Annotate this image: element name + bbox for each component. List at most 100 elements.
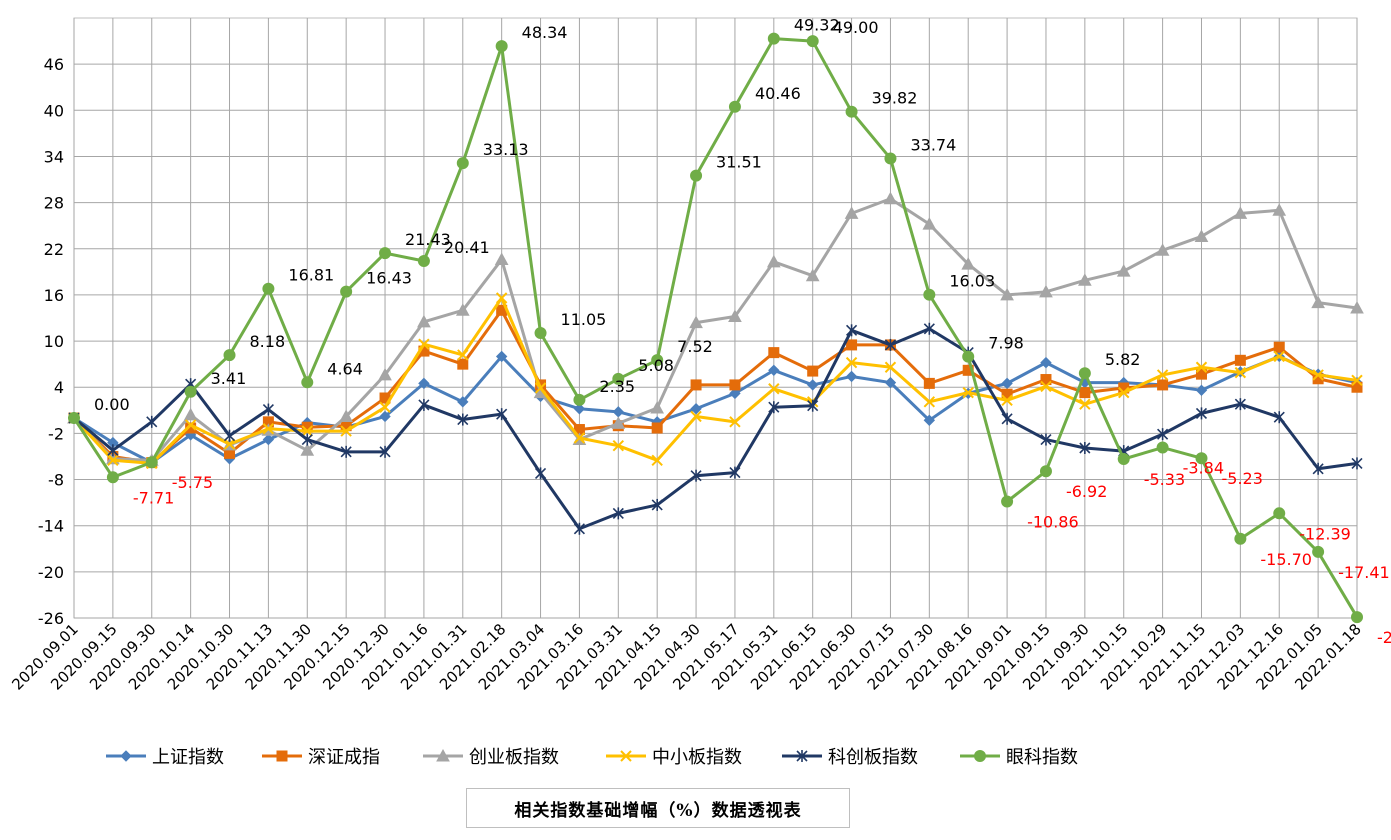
y-tick-label: 4 <box>54 378 64 397</box>
series-point <box>106 471 119 484</box>
series-point <box>844 206 859 219</box>
series-point <box>1001 377 1013 390</box>
series-point <box>962 350 975 363</box>
series-point <box>495 350 508 363</box>
marker-stroke <box>457 349 469 361</box>
series-point <box>923 396 936 408</box>
data-label: 16.03 <box>949 272 995 291</box>
series-point <box>729 416 741 428</box>
legend-item: 科创板指数 <box>782 747 918 768</box>
legend-marker <box>620 750 632 762</box>
marker-stroke <box>1156 369 1169 381</box>
series-point <box>767 32 780 45</box>
series-point <box>612 507 624 520</box>
series-point <box>883 191 898 205</box>
series-point <box>1195 361 1208 373</box>
marker-stroke <box>184 419 197 431</box>
legend-label: 科创板指数 <box>828 747 918 768</box>
series-point <box>1118 386 1130 399</box>
series-point <box>1039 465 1052 478</box>
data-label: 5.08 <box>638 356 674 375</box>
series-point <box>650 400 665 414</box>
marker-stroke <box>418 338 430 350</box>
y-tick-label: 46 <box>44 55 64 74</box>
series-point <box>1195 407 1208 420</box>
marker-stroke <box>1001 394 1013 407</box>
series-point <box>1350 300 1364 314</box>
marker-stroke <box>340 425 352 437</box>
series-point <box>923 288 936 301</box>
series-point <box>651 454 663 467</box>
series-point <box>534 382 547 394</box>
series-point <box>455 303 470 316</box>
series-point <box>573 432 586 444</box>
legend-marker <box>974 750 986 762</box>
series-point <box>729 466 741 479</box>
data-label: -17.41 <box>1338 563 1390 582</box>
series-point <box>1000 287 1014 301</box>
series-point <box>922 217 937 230</box>
series-point <box>1273 411 1285 424</box>
data-label: -5.33 <box>1144 470 1185 489</box>
series-point <box>728 309 742 322</box>
data-label: 7.52 <box>677 337 713 356</box>
marker-stroke <box>923 396 936 408</box>
series-point <box>418 398 430 411</box>
data-label: 31.51 <box>716 153 762 172</box>
series-point <box>845 356 858 369</box>
series-point <box>1311 295 1325 309</box>
data-label: 3.41 <box>211 369 247 388</box>
legend-item: 眼科指数 <box>960 747 1078 768</box>
series-point <box>573 403 586 415</box>
y-tick-label: -26 <box>38 609 64 628</box>
marker-stroke <box>301 425 313 437</box>
marker-stroke <box>1079 398 1091 410</box>
series-point <box>184 419 197 431</box>
series-line <box>72 296 1358 465</box>
legend-item: 创业板指数 <box>423 747 559 768</box>
data-label: -7.71 <box>133 488 174 507</box>
series-2 <box>67 191 1364 466</box>
series-point <box>884 376 897 389</box>
marker-stroke <box>962 386 974 399</box>
series-point <box>301 376 314 389</box>
series-point <box>690 403 702 415</box>
series-point <box>301 425 313 437</box>
series-point <box>379 410 391 423</box>
data-label: -15.70 <box>1260 550 1312 569</box>
series-point <box>1272 203 1287 216</box>
data-label: 40.46 <box>755 84 801 103</box>
series-point <box>379 445 391 458</box>
series-point <box>1273 507 1286 520</box>
series-point <box>807 399 819 412</box>
marker-stroke <box>651 454 663 467</box>
series-point <box>496 408 508 421</box>
legend-label: 眼科指数 <box>1006 747 1078 768</box>
data-label: 7.98 <box>988 334 1024 353</box>
series-point <box>768 383 780 395</box>
y-tick-label: -2 <box>48 424 64 443</box>
series-point <box>1157 428 1169 441</box>
series-point <box>1234 354 1246 366</box>
series-point <box>1273 350 1285 363</box>
series-point <box>1155 243 1170 256</box>
y-tick-label: 40 <box>44 101 64 120</box>
series-point <box>262 403 274 416</box>
marker-stroke <box>262 423 275 435</box>
legend-marker <box>120 750 132 762</box>
series-point <box>805 268 820 282</box>
legend-marker <box>276 750 288 762</box>
series-point <box>768 364 780 377</box>
series-point <box>184 385 197 398</box>
y-tick-label: 28 <box>44 194 64 213</box>
marker-stroke <box>729 416 741 428</box>
series-point <box>1079 398 1091 410</box>
series-point <box>729 379 741 391</box>
series-point <box>379 401 391 413</box>
series-point <box>1001 394 1013 407</box>
y-tick-label: 10 <box>44 332 64 351</box>
series-point <box>1157 379 1169 391</box>
series-point <box>339 409 353 422</box>
caption-text: 相关指数基础增幅（%）数据透视表 <box>514 800 802 821</box>
